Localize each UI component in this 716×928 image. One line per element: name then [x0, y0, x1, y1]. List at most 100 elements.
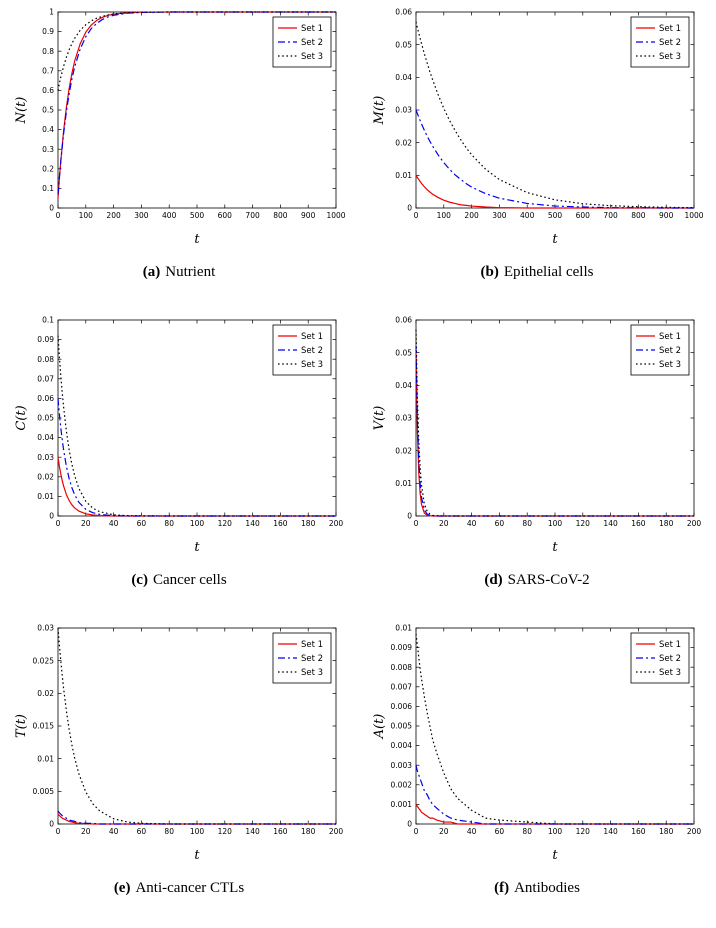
x-tick-label: 140 — [245, 827, 260, 836]
y-tick-label: 0.005 — [391, 722, 413, 731]
x-tick-label: 100 — [79, 211, 94, 220]
x-tick-label: 1000 — [684, 211, 703, 220]
x-tick-label: 200 — [687, 519, 702, 528]
y-tick-label: 0.02 — [395, 138, 412, 147]
legend-entry-label: Set 2 — [301, 654, 323, 664]
series-line-set-2 — [57, 11, 336, 195]
y-tick-label: 0.07 — [37, 374, 54, 383]
x-tick-label: 80 — [522, 827, 532, 836]
legend-entry-label: Set 1 — [659, 24, 681, 34]
series-line-set-3 — [57, 627, 336, 825]
plot-svg-e: 0 20 40 60 80 100 120 140 160 180 200 0 0.005 0.01 0.0… — [14, 624, 343, 863]
y-tick-label: 0 — [407, 204, 412, 213]
y-tick-label: 0.009 — [391, 643, 413, 652]
y-tick-label: 0.04 — [395, 381, 412, 390]
caption-label: (b) — [480, 264, 499, 280]
legend-entry-label: Set 1 — [301, 24, 323, 34]
y-tick-label: 0.04 — [395, 73, 412, 82]
panel-b: 0 100 200 300 400 500 600 700 800 900 1000 0 0.01 0.0… — [358, 4, 716, 312]
x-tick-label: 0 — [414, 827, 419, 836]
x-axis-label: t — [552, 540, 558, 555]
plot-svg-f: 0 20 40 60 80 100 120 140 160 180 200 0 0.001 0.002 0.… — [372, 624, 702, 863]
x-tick-label: 700 — [603, 211, 618, 220]
y-axis-label: A(t) — [372, 714, 387, 740]
legend-entry-label: Set 2 — [301, 346, 323, 356]
x-tick-label: 300 — [492, 211, 507, 220]
legend-entry-label: Set 1 — [659, 640, 681, 650]
x-tick-label: 0 — [56, 519, 61, 528]
panel-f: 0 20 40 60 80 100 120 140 160 180 200 0 0.001 0.002 0.… — [358, 620, 716, 928]
x-tick-label: 0 — [56, 827, 61, 836]
caption-label: (a) — [142, 264, 161, 280]
x-tick-label: 160 — [631, 519, 646, 528]
series-line-set-2 — [415, 109, 694, 209]
legend-entry-label: Set 2 — [659, 346, 681, 356]
y-tick-label: 0.2 — [42, 164, 54, 173]
x-tick-label: 100 — [548, 827, 563, 836]
x-tick-label: 400 — [520, 211, 535, 220]
series-line-set-3 — [415, 329, 694, 517]
x-tick-label: 0 — [414, 211, 419, 220]
y-tick-label: 0.01 — [37, 492, 54, 501]
caption-a: (a) Nutrient — [143, 264, 216, 281]
x-axis-label: t — [552, 848, 558, 863]
x-tick-label: 120 — [218, 519, 233, 528]
series-line-set-3 — [57, 11, 336, 91]
caption-text: Anti-cancer CTLs — [135, 880, 245, 896]
chart-cancer-cells: 0 20 40 60 80 100 120 140 160 180 200 0 0.01 0.02 0.03… — [12, 312, 346, 558]
y-tick-label: 0.4 — [42, 125, 54, 134]
caption-text: Antibodies — [514, 880, 580, 896]
legend-entry-label: Set 3 — [659, 52, 681, 62]
x-tick-label: 800 — [273, 211, 288, 220]
y-tick-label: 0.007 — [391, 682, 413, 691]
y-tick-label: 0.8 — [42, 47, 54, 56]
plot-svg-b: 0 100 200 300 400 500 600 700 800 900 1000 0 0.01 0.0… — [372, 8, 704, 247]
x-tick-label: 140 — [245, 519, 260, 528]
x-axis-label: t — [194, 232, 200, 247]
x-tick-label: 140 — [603, 519, 618, 528]
y-tick-label: 0.02 — [37, 689, 54, 698]
plot-svg-c: 0 20 40 60 80 100 120 140 160 180 200 0 0.01 0.02 0.03… — [14, 316, 344, 555]
x-tick-label: 80 — [164, 827, 174, 836]
y-tick-label: 0.006 — [391, 702, 413, 711]
caption-text: Epithelial cells — [503, 264, 594, 280]
legend-entry-label: Set 1 — [301, 332, 323, 342]
y-tick-label: 0.02 — [37, 472, 54, 481]
x-tick-label: 900 — [659, 211, 674, 220]
y-tick-label: 0.03 — [37, 453, 54, 462]
x-tick-label: 200 — [687, 827, 702, 836]
series-line-set-1 — [57, 813, 336, 825]
y-tick-label: 0.008 — [391, 663, 413, 672]
x-tick-label: 80 — [164, 519, 174, 528]
x-tick-label: 120 — [218, 827, 233, 836]
y-axis-label: C(t) — [14, 405, 29, 430]
x-tick-label: 80 — [522, 519, 532, 528]
y-tick-label: 0.01 — [395, 479, 412, 488]
panel-c: 0 20 40 60 80 100 120 140 160 180 200 0 0.01 0.02 0.03… — [0, 312, 358, 620]
x-tick-label: 180 — [659, 827, 674, 836]
y-tick-label: 0.6 — [42, 86, 54, 95]
y-tick-label: 0.01 — [395, 171, 412, 180]
caption-label: (e) — [113, 880, 131, 896]
x-axis-label: t — [194, 848, 200, 863]
series-line-set-2 — [57, 398, 336, 517]
chart-epithelial-cells: 0 100 200 300 400 500 600 700 800 900 1000 0 0.01 0.0… — [370, 4, 704, 250]
x-tick-label: 100 — [190, 827, 205, 836]
x-tick-label: 20 — [81, 519, 91, 528]
caption-f: (f) Antibodies — [494, 880, 580, 897]
y-axis-label: T(t) — [14, 714, 29, 738]
legend-entry-label: Set 3 — [301, 668, 323, 678]
x-tick-label: 500 — [190, 211, 205, 220]
x-tick-label: 600 — [576, 211, 591, 220]
x-tick-label: 100 — [437, 211, 452, 220]
x-tick-label: 200 — [329, 519, 344, 528]
y-tick-label: 0.03 — [37, 624, 54, 633]
y-tick-label: 0.05 — [37, 414, 54, 423]
y-tick-label: 0.01 — [395, 624, 412, 633]
caption-text: Nutrient — [165, 264, 216, 280]
y-tick-label: 0.9 — [42, 27, 54, 36]
x-tick-label: 100 — [548, 519, 563, 528]
x-tick-label: 40 — [109, 827, 119, 836]
caption-label: (c) — [131, 572, 148, 588]
x-tick-label: 600 — [218, 211, 233, 220]
